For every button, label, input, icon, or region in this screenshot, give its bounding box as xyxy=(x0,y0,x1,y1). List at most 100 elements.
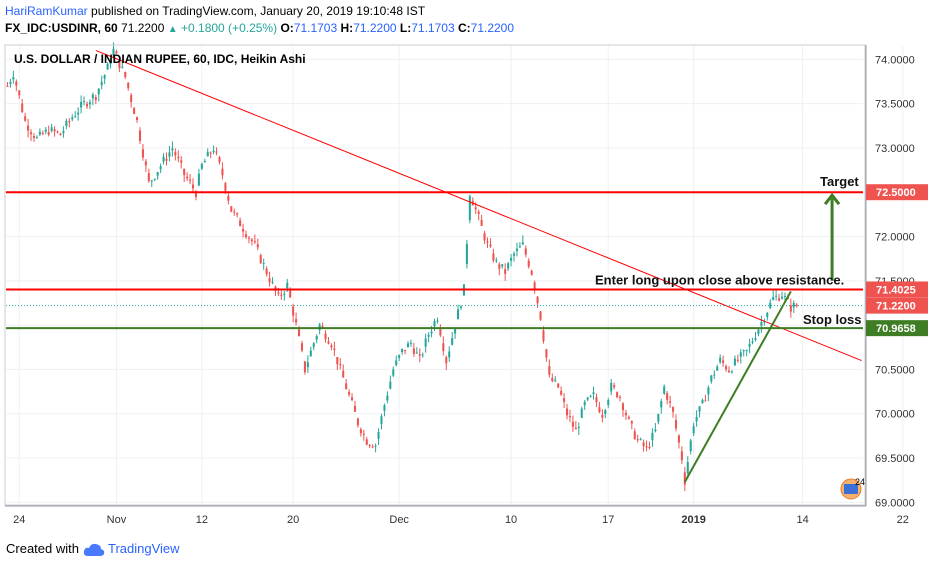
candle-body xyxy=(286,282,289,289)
candle-body xyxy=(427,334,430,337)
candle-body xyxy=(677,435,680,443)
candle-body xyxy=(333,348,336,350)
annotations: Target Enter long upon close above resist… xyxy=(595,174,862,327)
time-tick-label: 17 xyxy=(602,514,614,526)
candle-body xyxy=(592,392,595,395)
candle-body xyxy=(359,429,362,434)
candle-body xyxy=(306,362,309,368)
candle-body xyxy=(727,370,731,373)
trend-line-red xyxy=(95,49,862,362)
candle-body xyxy=(459,306,463,309)
candle-body xyxy=(77,112,80,115)
candle-body xyxy=(554,379,557,381)
candle-body xyxy=(660,401,663,408)
candle-body xyxy=(748,343,751,347)
candle-body xyxy=(303,361,306,373)
candle-body xyxy=(85,103,89,107)
candle-body xyxy=(27,125,30,131)
open-value: 71.1703 xyxy=(293,21,338,35)
candle-body xyxy=(68,121,71,123)
candle-body xyxy=(194,192,197,197)
candle-body xyxy=(289,290,292,298)
candle-body xyxy=(415,352,418,354)
candle-body xyxy=(672,407,675,412)
candle-body xyxy=(109,62,112,64)
candle-body xyxy=(330,345,333,348)
candle-body xyxy=(533,282,536,291)
candle-body xyxy=(442,343,445,352)
time-tick-label: 10 xyxy=(505,514,517,526)
tradingview-brand-link[interactable]: TradingView xyxy=(108,541,180,556)
candle-body xyxy=(141,149,144,158)
events-badge: 24 xyxy=(840,477,865,500)
candle-body xyxy=(203,160,206,163)
candle-body xyxy=(147,173,150,182)
plot-border xyxy=(4,44,866,506)
candle-body xyxy=(710,375,713,382)
candle-body xyxy=(177,156,180,159)
candle-body xyxy=(683,472,686,485)
time-tick-label: Nov xyxy=(107,514,127,526)
candle-body xyxy=(215,151,218,153)
candle-body xyxy=(692,426,695,434)
candle-body xyxy=(47,132,50,135)
annotation-text: Enter long upon close above resistance. xyxy=(595,272,844,287)
candle-body xyxy=(280,294,283,296)
candle-body xyxy=(35,137,38,139)
candle-body xyxy=(468,196,471,221)
candle-body xyxy=(94,97,97,100)
candle-body xyxy=(745,349,748,351)
candle-body xyxy=(607,400,610,406)
candle-body xyxy=(639,438,642,440)
candle-body xyxy=(642,442,645,447)
candle-body xyxy=(548,366,551,375)
candle-body xyxy=(189,179,192,181)
candle-body xyxy=(56,131,59,133)
up-arrow-icon: ▲ xyxy=(167,24,178,35)
candle-body xyxy=(583,401,586,406)
candle-body xyxy=(250,239,253,242)
candle-body xyxy=(521,242,524,245)
candle-body xyxy=(336,356,339,365)
candle-body xyxy=(610,382,613,392)
price-tick-label: 70.5000 xyxy=(875,364,915,376)
candle-body xyxy=(380,416,383,425)
candle-body xyxy=(339,364,342,366)
candle-body xyxy=(571,421,574,427)
candle-body xyxy=(510,257,513,261)
high-value: 71.2200 xyxy=(353,21,397,35)
candle-body xyxy=(262,262,265,264)
candle-body xyxy=(636,439,639,441)
candle-body xyxy=(41,132,44,135)
candle-body xyxy=(321,326,324,328)
candle-body xyxy=(751,341,754,343)
candle-body xyxy=(545,349,548,358)
candle-body xyxy=(580,408,583,418)
candle-body xyxy=(539,311,542,320)
candle-body xyxy=(247,237,250,239)
candle-body xyxy=(725,366,728,370)
candle-body xyxy=(224,183,227,191)
candle-body xyxy=(371,446,374,448)
candle-body xyxy=(265,268,268,275)
candle-body xyxy=(515,248,518,252)
candle-body xyxy=(621,403,625,411)
candle-body xyxy=(577,426,580,429)
candle-body xyxy=(412,348,415,354)
candle-body xyxy=(138,130,142,141)
price-labels: 72.5000 71.4025 71.2200 70.9658 xyxy=(866,184,928,337)
candle-body xyxy=(772,297,775,300)
candle-body xyxy=(648,446,651,448)
up-arrow-icon xyxy=(823,192,841,206)
candle-body xyxy=(439,327,442,336)
candle-body xyxy=(21,103,24,112)
candle-body xyxy=(300,343,304,351)
price-change: +0.1800 (+0.25%) xyxy=(181,21,278,35)
candle-body xyxy=(362,433,365,435)
candle-body xyxy=(159,166,162,170)
candle-body xyxy=(604,410,607,414)
author-link[interactable]: HariRamKumar xyxy=(5,4,88,18)
candle-body xyxy=(327,341,330,344)
candle-body xyxy=(657,413,660,422)
